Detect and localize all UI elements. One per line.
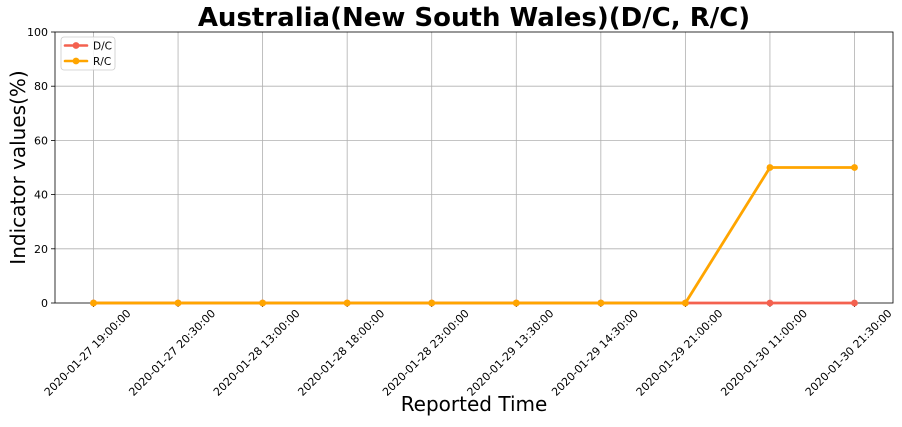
- data-point: [343, 299, 351, 307]
- legend-label-rc: R/C: [93, 56, 111, 68]
- data-point: [851, 299, 858, 307]
- x-axis-label: Reported Time: [401, 392, 548, 416]
- legend-label-dc: D/C: [93, 41, 112, 53]
- y-tick-label: 100: [27, 26, 48, 39]
- data-point: [259, 299, 267, 307]
- series-lines: [90, 164, 858, 307]
- data-point: [90, 299, 97, 307]
- data-point: [766, 299, 774, 307]
- legend: D/C R/C: [60, 36, 116, 71]
- chart-title: Australia(New South Wales)(D/C, R/C): [198, 3, 750, 33]
- y-axis-label: Indicator values(%): [6, 70, 30, 264]
- legend-marker-rc: [72, 57, 80, 65]
- y-tick-label: 20: [34, 243, 48, 256]
- grid-lines: [55, 32, 893, 303]
- y-tick-label: 0: [41, 297, 48, 310]
- y-tick-label: 40: [34, 189, 48, 202]
- y-tick-label: 60: [34, 134, 48, 147]
- data-point: [681, 299, 689, 307]
- data-point: [174, 299, 182, 307]
- data-point: [851, 164, 858, 171]
- data-point: [428, 299, 436, 307]
- y-tick-label: 80: [34, 80, 48, 93]
- data-point: [512, 299, 520, 307]
- legend-marker-dc: [72, 42, 80, 49]
- data-point: [766, 164, 774, 171]
- series-r-c: [90, 164, 858, 307]
- series-line: [92, 166, 856, 305]
- data-point: [597, 299, 605, 307]
